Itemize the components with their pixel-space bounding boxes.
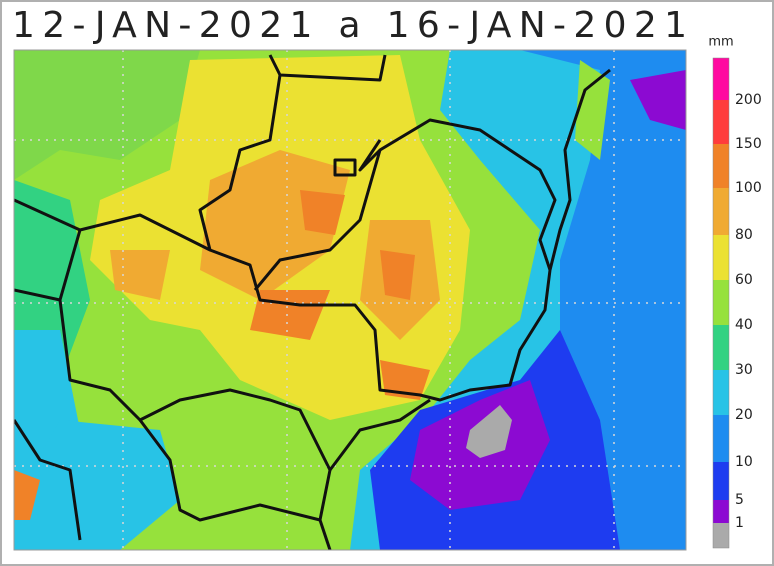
legend-swatch (713, 500, 729, 523)
legend-swatch (713, 325, 729, 370)
legend: 200 150 100 80 60 40 30 20 10 5 1 (712, 57, 762, 549)
legend-swatch (713, 415, 729, 462)
legend-label: 10 (735, 454, 753, 470)
legend-swatch (713, 523, 729, 548)
legend-label: 1 (735, 515, 744, 531)
legend-label: 40 (735, 317, 753, 333)
legend-label: 150 (735, 136, 762, 152)
legend-swatch (713, 144, 729, 188)
legend-swatch (713, 235, 729, 280)
legend-label: 20 (735, 407, 753, 423)
legend-unit: mm (708, 35, 733, 50)
legend-swatch (713, 100, 729, 144)
legend-label: 80 (735, 227, 753, 243)
legend-swatch (713, 462, 729, 500)
legend-label: 100 (735, 180, 762, 196)
title: 12-JAN-2021 a 16-JAN-2021 (12, 5, 688, 46)
legend-label: 200 (735, 92, 762, 108)
legend-swatch (713, 280, 729, 325)
legend-label: 30 (735, 362, 753, 378)
legend-swatch (713, 188, 729, 235)
legend-swatch (713, 370, 729, 415)
legend-swatch (713, 58, 729, 100)
precipitation-map (14, 50, 686, 550)
legend-label: 60 (735, 272, 753, 288)
legend-bar-outline (712, 57, 730, 549)
legend-label: 5 (735, 492, 744, 508)
